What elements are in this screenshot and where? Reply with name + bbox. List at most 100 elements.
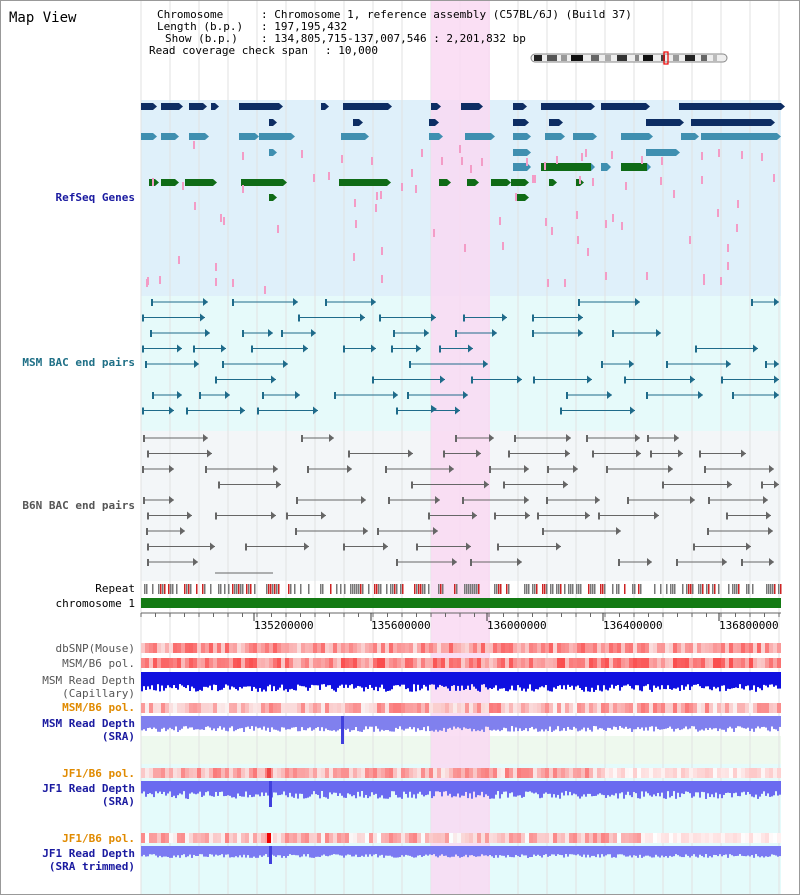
heat-cell (777, 658, 781, 668)
heat-cell (525, 643, 529, 653)
depth-bar (205, 716, 207, 727)
heat-cell (621, 643, 625, 653)
msm-bac-pair-end (726, 360, 731, 368)
depth-bar (255, 716, 257, 727)
depth-bar (143, 716, 145, 730)
repeat-mark (672, 584, 674, 594)
repeat-mark (498, 584, 500, 594)
gene-arrow (325, 103, 329, 110)
b6n-bac-pair-end (383, 542, 388, 551)
depth-bar (337, 846, 339, 855)
heat-cell (333, 643, 337, 653)
depth-bar (197, 672, 199, 692)
depth-bar (639, 716, 641, 730)
heat-cell (477, 833, 481, 843)
gene-tick (661, 157, 663, 165)
depth-bar (215, 716, 217, 731)
heat-cell (229, 643, 233, 653)
repeat-mark (494, 584, 496, 594)
depth-bar (623, 781, 625, 799)
depth-bar (551, 846, 553, 855)
heat-cell (725, 658, 729, 668)
depth-bar (195, 672, 197, 692)
depth-bar (241, 716, 243, 729)
b6n-bac-pair-end (763, 496, 768, 504)
depth-bar (613, 672, 615, 689)
depth-bar (647, 781, 649, 794)
repeat-mark (738, 584, 740, 594)
gene-mark (239, 133, 255, 140)
span-row: Read coverage check span: 10,000 (149, 44, 378, 57)
gene-mark (339, 179, 387, 186)
heat-cell (553, 703, 557, 713)
depth-bar (435, 846, 437, 857)
depth-bar (629, 672, 631, 686)
depth-bar (417, 781, 419, 794)
depth-bar (569, 781, 571, 792)
depth-bar (769, 846, 771, 857)
heat-cell (141, 703, 145, 713)
depth-bar (747, 846, 749, 856)
heat-cell (569, 703, 573, 713)
depth-bar (227, 846, 229, 855)
gene-tick (178, 256, 180, 264)
heat-cell (609, 658, 613, 668)
heat-cell (297, 833, 301, 843)
depth-bar (649, 672, 651, 690)
heat-cell (245, 833, 249, 843)
depth-bar (347, 781, 349, 794)
gene-tick (341, 155, 343, 163)
depth-bar (409, 716, 411, 727)
heat-cell (765, 703, 769, 713)
depth-bar (481, 781, 483, 792)
depth-bar (199, 781, 201, 792)
depth-bar (571, 716, 573, 730)
heat-cell (273, 643, 277, 653)
depth-bar (411, 716, 413, 730)
depth-bar (419, 781, 421, 792)
depth-bar (443, 846, 445, 856)
depth-bar (479, 846, 481, 857)
depth-bar (707, 781, 709, 794)
depth-bar (305, 672, 307, 688)
heat-cell (357, 643, 361, 653)
depth-bar (711, 846, 713, 858)
gene-mark (269, 149, 273, 156)
heat-cell (445, 703, 449, 713)
depth-bar (301, 846, 303, 857)
heat-cell (517, 703, 521, 713)
track-label-chromosome: chromosome 1 (55, 597, 135, 610)
gene-arrow (205, 133, 209, 140)
depth-bar (567, 781, 569, 796)
heat-cell (401, 768, 405, 778)
depth-bar (257, 846, 259, 858)
heat-cell (153, 833, 157, 843)
depth-bar (569, 672, 571, 687)
heat-cell (309, 703, 313, 713)
depth-bar (519, 716, 521, 729)
heat-cell (385, 768, 389, 778)
gene-mark (601, 163, 607, 171)
depth-bar (361, 846, 363, 856)
depth-bar (557, 672, 559, 687)
heat-cell (405, 643, 409, 653)
depth-bar (711, 672, 713, 691)
gene-mark (429, 119, 435, 126)
b6n-bac-pair-end (205, 466, 207, 473)
depth-bar (765, 672, 767, 686)
depth-bar (529, 716, 531, 728)
depth-bar (567, 672, 569, 685)
heat-cell (369, 658, 373, 668)
depth-bar (397, 716, 399, 729)
depth-bar (229, 672, 231, 690)
b6n-bac-pair-end (517, 558, 522, 566)
gene-tick (264, 286, 266, 294)
gene-arrow (203, 103, 207, 110)
heat-cell (525, 833, 529, 843)
depth-bar (603, 781, 605, 796)
heat-cell (773, 703, 777, 713)
depth-bar (581, 846, 583, 857)
depth-bar (399, 846, 401, 858)
heat-cell (509, 768, 513, 778)
